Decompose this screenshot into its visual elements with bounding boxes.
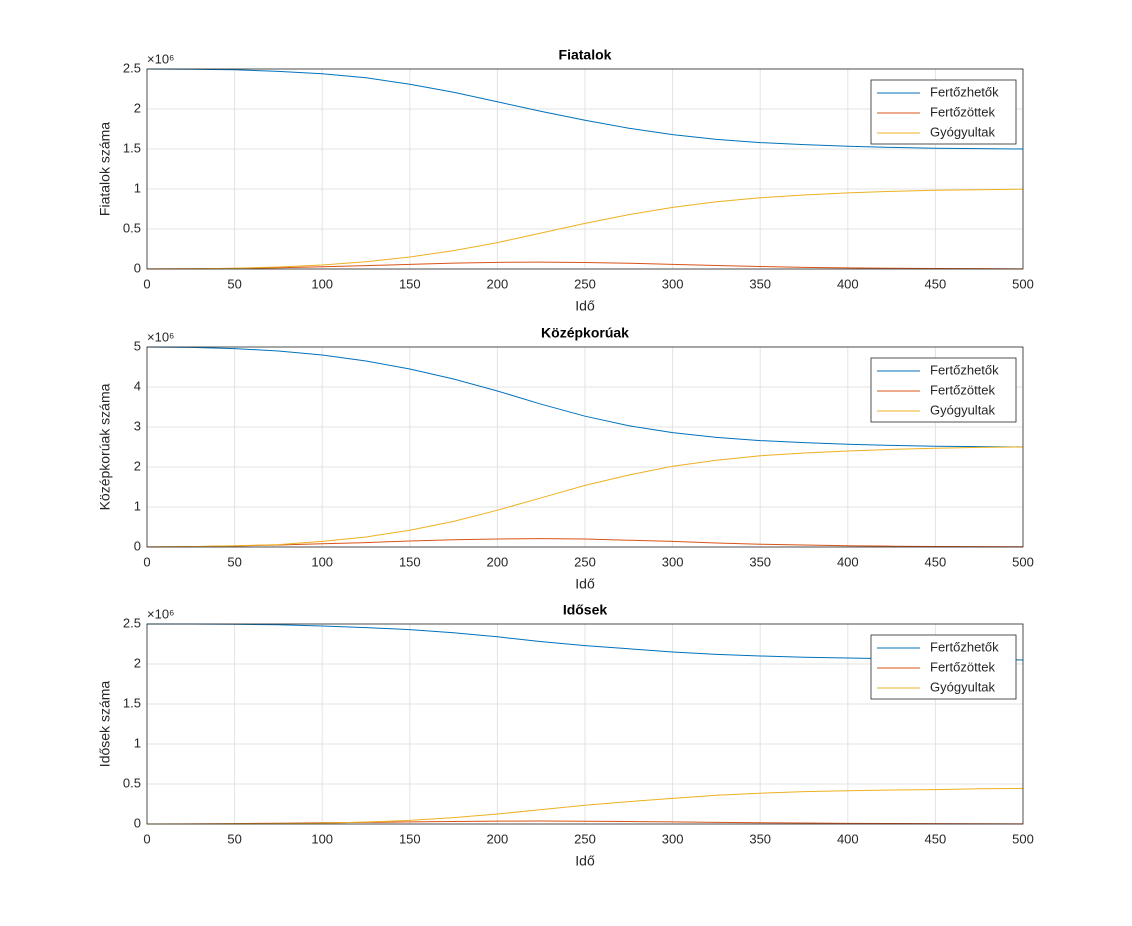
series-line bbox=[147, 787, 1024, 825]
x-tick-label: 400 bbox=[837, 554, 859, 569]
x-tick-label: 100 bbox=[311, 276, 333, 291]
series-line bbox=[146, 188, 1024, 270]
series-line bbox=[146, 68, 1024, 150]
y-tick-label: 1 bbox=[134, 180, 141, 195]
x-tick-label: 300 bbox=[662, 831, 684, 846]
y-tick-label: 1 bbox=[134, 498, 141, 513]
x-tick-label: 450 bbox=[925, 554, 947, 569]
legend-label: Gyógyultak bbox=[930, 679, 996, 694]
x-tick-label: 100 bbox=[311, 831, 333, 846]
x-tick-label: 50 bbox=[227, 554, 241, 569]
x-tick-label: 450 bbox=[925, 276, 947, 291]
legend-label: Fertőzöttek bbox=[930, 104, 996, 119]
y-tick-label: 0 bbox=[134, 815, 141, 830]
y-tick-label: 0 bbox=[134, 260, 141, 275]
x-tick-label: 400 bbox=[837, 276, 859, 291]
legend-label: Fertőzhetők bbox=[930, 639, 999, 654]
legend-label: Fertőzöttek bbox=[930, 659, 996, 674]
x-tick-label: 50 bbox=[227, 831, 241, 846]
x-tick-label: 300 bbox=[662, 554, 684, 569]
x-tick-label: 500 bbox=[1012, 831, 1034, 846]
y-tick-label: 1.5 bbox=[123, 695, 141, 710]
y-tick-label: 4 bbox=[134, 378, 141, 393]
x-axis-label: Idő bbox=[575, 576, 595, 592]
x-tick-label: 300 bbox=[662, 276, 684, 291]
y-axis-label: Középkorúak száma bbox=[97, 383, 113, 510]
axes-box bbox=[146, 623, 1024, 825]
y-tick-label: 0.5 bbox=[123, 775, 141, 790]
y-tick-label: 2 bbox=[134, 655, 141, 670]
x-axis-label: Idő bbox=[575, 298, 595, 314]
x-tick-label: 150 bbox=[399, 554, 421, 569]
x-tick-label: 150 bbox=[399, 831, 421, 846]
legend-label: Gyógyultak bbox=[930, 124, 996, 139]
y-tick-label: 2 bbox=[134, 458, 141, 473]
axes-box bbox=[146, 68, 1024, 270]
x-tick-label: 350 bbox=[749, 276, 771, 291]
y-axis-label: Fiatalok száma bbox=[97, 122, 113, 216]
x-tick-label: 350 bbox=[749, 554, 771, 569]
x-tick-label: 200 bbox=[487, 276, 509, 291]
x-tick-label: 250 bbox=[574, 276, 596, 291]
x-tick-label: 150 bbox=[399, 276, 421, 291]
y-tick-label: 2.5 bbox=[123, 60, 141, 75]
y-axis-label: Idősek száma bbox=[97, 681, 113, 768]
y-tick-label: 0.5 bbox=[123, 220, 141, 235]
y-tick-label: 1.5 bbox=[123, 140, 141, 155]
chart-title: Idősek bbox=[563, 602, 608, 618]
y-exponent-label: ×10⁶ bbox=[147, 606, 174, 621]
chart-title: Fiatalok bbox=[559, 47, 612, 63]
x-tick-label: 200 bbox=[487, 831, 509, 846]
x-tick-label: 350 bbox=[749, 831, 771, 846]
series-line bbox=[146, 261, 1024, 270]
x-tick-label: 100 bbox=[311, 554, 333, 569]
y-tick-label: 0 bbox=[134, 538, 141, 553]
y-tick-label: 2.5 bbox=[123, 615, 141, 630]
x-tick-label: 450 bbox=[925, 831, 947, 846]
y-exponent-label: ×10⁶ bbox=[147, 51, 174, 66]
x-tick-label: 500 bbox=[1012, 276, 1034, 291]
x-tick-label: 0 bbox=[143, 554, 150, 569]
y-exponent-label: ×10⁶ bbox=[147, 329, 174, 344]
axes-box bbox=[146, 346, 1024, 548]
x-tick-label: 400 bbox=[837, 831, 859, 846]
x-axis-label: Idő bbox=[575, 853, 595, 869]
legend-label: Fertőzhetők bbox=[930, 362, 999, 377]
x-tick-label: 200 bbox=[487, 554, 509, 569]
x-tick-label: 0 bbox=[143, 276, 150, 291]
legend-label: Gyógyultak bbox=[930, 402, 996, 417]
y-tick-label: 5 bbox=[134, 338, 141, 353]
x-tick-label: 500 bbox=[1012, 554, 1034, 569]
x-tick-label: 0 bbox=[143, 831, 150, 846]
legend-label: Fertőzöttek bbox=[930, 382, 996, 397]
x-tick-label: 250 bbox=[574, 554, 596, 569]
y-tick-label: 1 bbox=[134, 735, 141, 750]
chart-title: Középkorúak bbox=[541, 325, 629, 341]
x-tick-label: 250 bbox=[574, 831, 596, 846]
x-tick-label: 50 bbox=[227, 276, 241, 291]
series-line bbox=[146, 538, 1024, 548]
y-tick-label: 3 bbox=[134, 418, 141, 433]
y-tick-label: 2 bbox=[134, 100, 141, 115]
series-line bbox=[146, 446, 1024, 548]
series-line bbox=[146, 346, 1024, 448]
legend-label: Fertőzhetők bbox=[930, 84, 999, 99]
